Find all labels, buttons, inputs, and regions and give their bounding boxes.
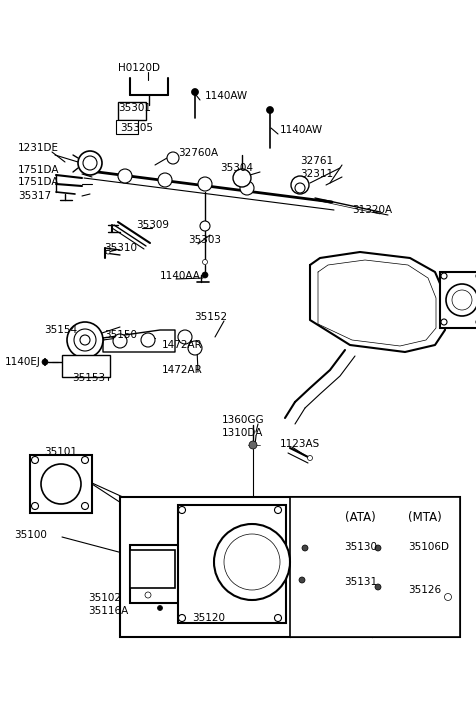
Circle shape xyxy=(67,322,103,358)
Bar xyxy=(130,545,185,603)
Text: 35101: 35101 xyxy=(44,447,77,457)
Circle shape xyxy=(374,545,380,551)
Circle shape xyxy=(145,592,151,598)
Circle shape xyxy=(307,456,312,461)
Circle shape xyxy=(178,330,192,344)
Circle shape xyxy=(178,507,185,513)
Circle shape xyxy=(167,152,178,164)
Text: 1231DE: 1231DE xyxy=(18,143,59,153)
Circle shape xyxy=(158,173,172,187)
Circle shape xyxy=(248,441,257,449)
Circle shape xyxy=(374,584,380,590)
Circle shape xyxy=(451,290,471,310)
Text: 35131: 35131 xyxy=(343,577,377,587)
Bar xyxy=(439,272,476,328)
Circle shape xyxy=(31,503,39,510)
Bar xyxy=(178,505,286,623)
Circle shape xyxy=(274,614,281,621)
Text: 35301: 35301 xyxy=(118,103,151,113)
Text: 1140AW: 1140AW xyxy=(205,91,248,101)
Circle shape xyxy=(74,329,96,351)
Circle shape xyxy=(290,176,308,194)
Circle shape xyxy=(118,169,132,183)
Circle shape xyxy=(78,151,102,175)
Text: 35304: 35304 xyxy=(219,163,252,173)
Text: 35152: 35152 xyxy=(194,312,227,322)
Circle shape xyxy=(444,593,451,600)
Circle shape xyxy=(188,341,201,355)
Text: 1123AS: 1123AS xyxy=(279,439,319,449)
Circle shape xyxy=(201,272,208,278)
Circle shape xyxy=(274,507,281,513)
Circle shape xyxy=(141,333,155,347)
Text: 31320A: 31320A xyxy=(351,205,391,215)
Bar xyxy=(30,455,92,513)
Text: 35153: 35153 xyxy=(72,373,105,383)
Text: 35154: 35154 xyxy=(44,325,77,335)
Circle shape xyxy=(224,534,279,590)
Circle shape xyxy=(440,319,446,325)
Bar xyxy=(289,497,459,637)
Circle shape xyxy=(178,614,185,621)
Circle shape xyxy=(80,335,90,345)
Text: 1140AA: 1140AA xyxy=(159,271,200,281)
Bar xyxy=(116,120,138,134)
Bar xyxy=(120,497,459,637)
Circle shape xyxy=(214,524,289,600)
Text: 1140EJ: 1140EJ xyxy=(5,357,41,367)
Circle shape xyxy=(113,334,127,348)
Text: 35126: 35126 xyxy=(407,585,440,595)
Circle shape xyxy=(202,260,207,265)
Text: 1140AW: 1140AW xyxy=(279,125,322,135)
Text: 35150: 35150 xyxy=(104,330,137,340)
Text: 1360GG: 1360GG xyxy=(221,415,264,425)
Circle shape xyxy=(298,577,304,583)
Text: 35120: 35120 xyxy=(192,613,225,623)
Circle shape xyxy=(81,456,89,463)
Circle shape xyxy=(157,606,162,611)
Bar xyxy=(130,550,175,588)
Circle shape xyxy=(239,181,253,195)
Bar xyxy=(118,102,146,120)
Circle shape xyxy=(440,273,446,279)
Text: 1310DA: 1310DA xyxy=(221,428,263,438)
Circle shape xyxy=(475,319,476,325)
Circle shape xyxy=(41,464,81,504)
Text: 35310: 35310 xyxy=(104,243,137,253)
Circle shape xyxy=(445,284,476,316)
Text: 35303: 35303 xyxy=(188,235,220,245)
Text: 1472AR: 1472AR xyxy=(162,365,202,375)
Circle shape xyxy=(191,88,198,95)
Text: 35309: 35309 xyxy=(136,220,169,230)
Text: 1751DA: 1751DA xyxy=(18,165,60,175)
Circle shape xyxy=(232,169,250,187)
Circle shape xyxy=(106,250,110,254)
Text: (ATA): (ATA) xyxy=(344,512,375,524)
Text: (MTA): (MTA) xyxy=(407,512,441,524)
Text: 32761: 32761 xyxy=(299,156,332,166)
Circle shape xyxy=(199,221,209,231)
Text: 32311: 32311 xyxy=(299,169,332,179)
Circle shape xyxy=(42,359,48,365)
Circle shape xyxy=(83,156,97,170)
Circle shape xyxy=(294,183,304,193)
Text: 35305: 35305 xyxy=(120,123,153,133)
Text: 35100: 35100 xyxy=(14,530,47,540)
Bar xyxy=(62,355,110,377)
Circle shape xyxy=(81,503,89,510)
Circle shape xyxy=(266,107,273,114)
Text: 35317: 35317 xyxy=(18,191,51,201)
Circle shape xyxy=(198,177,211,191)
Text: 35102: 35102 xyxy=(88,593,121,603)
Circle shape xyxy=(31,456,39,463)
Text: 35130: 35130 xyxy=(343,542,376,552)
Text: 35106D: 35106D xyxy=(407,542,448,552)
Circle shape xyxy=(475,273,476,279)
Text: 1751DA: 1751DA xyxy=(18,177,60,187)
Text: 35116A: 35116A xyxy=(88,606,128,616)
Text: H0120D: H0120D xyxy=(118,63,159,73)
Text: 32760A: 32760A xyxy=(178,148,218,158)
Circle shape xyxy=(301,545,307,551)
Text: 1472AR: 1472AR xyxy=(162,340,202,350)
